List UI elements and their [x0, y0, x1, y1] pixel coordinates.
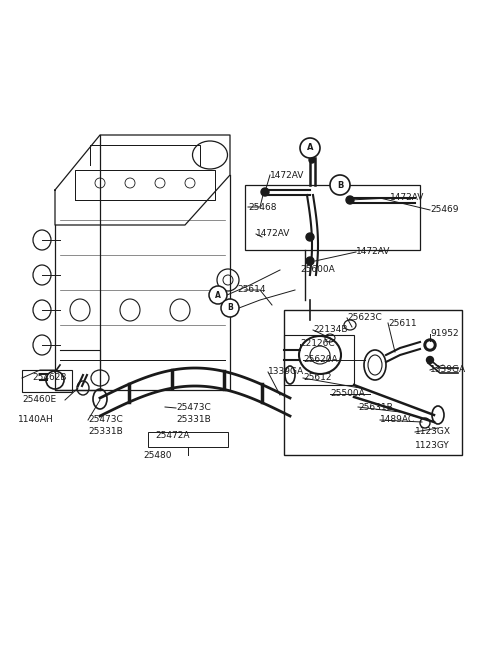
Text: 25468: 25468 [248, 202, 276, 212]
Text: 1489AC: 1489AC [380, 415, 415, 424]
Bar [245, 185, 420, 250]
Bar [284, 310, 462, 455]
Bar [284, 335, 354, 385]
Text: 1472AV: 1472AV [356, 248, 390, 257]
Bar [22, 370, 72, 392]
Circle shape [424, 339, 436, 351]
Text: 25614: 25614 [237, 286, 265, 295]
Text: 1123GX: 1123GX [415, 428, 451, 436]
Text: 1472AV: 1472AV [390, 193, 424, 202]
Text: B: B [337, 181, 343, 189]
Text: 1472AV: 1472AV [270, 170, 304, 179]
Text: 25620A: 25620A [303, 356, 337, 364]
Text: 25331B: 25331B [88, 428, 123, 436]
Circle shape [221, 299, 239, 317]
Text: 1472AV: 1472AV [256, 229, 290, 238]
Circle shape [261, 188, 269, 196]
Circle shape [346, 196, 354, 204]
Circle shape [330, 175, 350, 195]
Text: 91952: 91952 [430, 329, 458, 339]
Text: 25462B: 25462B [32, 373, 67, 383]
Circle shape [209, 286, 227, 304]
Circle shape [427, 356, 433, 364]
Text: B: B [227, 303, 233, 312]
Text: A: A [215, 291, 221, 299]
Text: 25472A: 25472A [155, 430, 190, 440]
Bar [148, 432, 228, 447]
Text: 1339GA: 1339GA [268, 367, 304, 377]
Text: 25500A: 25500A [330, 390, 365, 398]
Circle shape [309, 157, 315, 163]
Text: 1140AH: 1140AH [18, 415, 54, 424]
Circle shape [306, 233, 314, 241]
Text: 25600A: 25600A [300, 265, 335, 274]
Text: 1339GA: 1339GA [430, 365, 466, 375]
Text: 25612: 25612 [303, 373, 332, 383]
Text: 25469: 25469 [430, 206, 458, 214]
Text: 25480: 25480 [143, 451, 171, 460]
Text: 25623C: 25623C [347, 314, 382, 322]
Text: 25631B: 25631B [358, 403, 393, 411]
Circle shape [427, 342, 433, 348]
Text: 25473C: 25473C [176, 403, 211, 413]
Circle shape [306, 257, 314, 265]
Text: 22126C: 22126C [300, 339, 335, 348]
Text: 1123GY: 1123GY [415, 441, 450, 449]
Text: 25460E: 25460E [22, 396, 56, 405]
Text: 25473C: 25473C [88, 415, 123, 424]
Text: 25611: 25611 [388, 318, 417, 328]
Circle shape [300, 138, 320, 158]
Text: 25331B: 25331B [176, 415, 211, 424]
Text: A: A [307, 143, 313, 153]
Text: 22134B: 22134B [313, 326, 348, 335]
